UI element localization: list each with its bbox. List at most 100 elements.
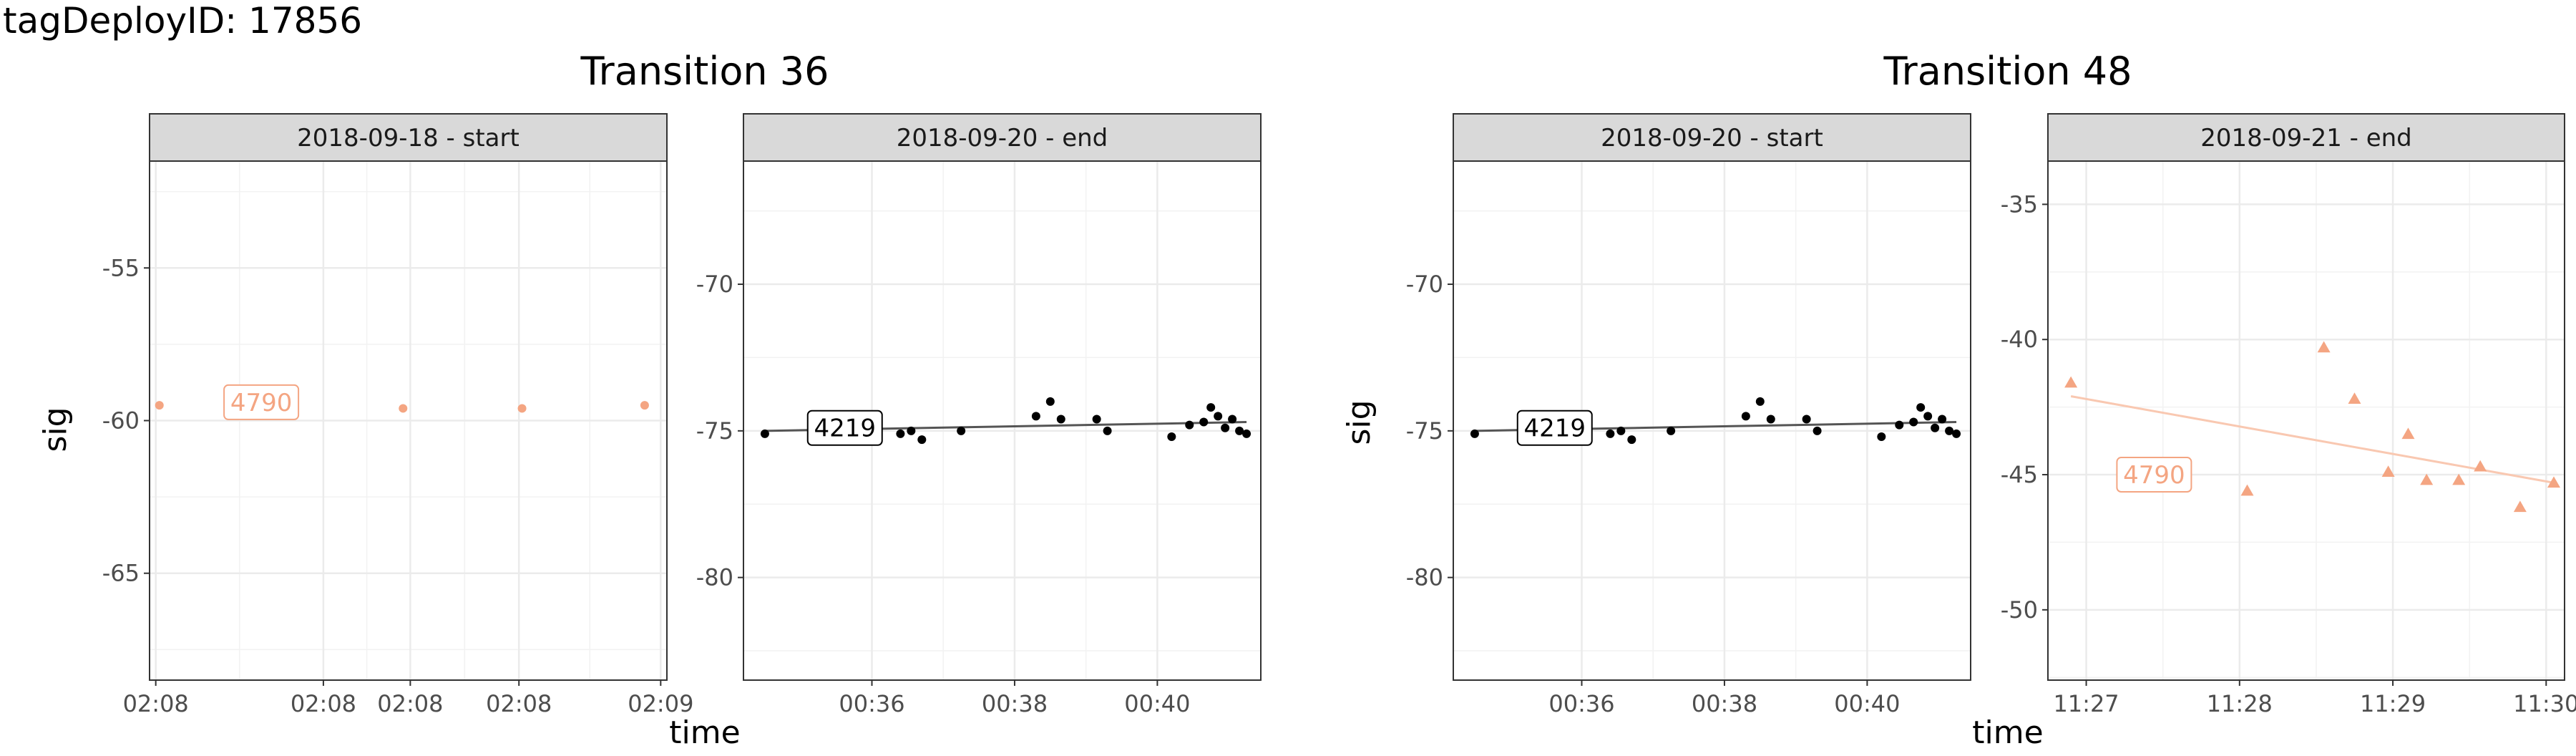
panel-2-ytick-label: -70	[1406, 271, 1443, 298]
panel-1-strip-title: 2018-09-20 - end	[897, 124, 1108, 152]
panel-2-strip	[1453, 113, 1971, 162]
panel-2-point	[1877, 432, 1886, 442]
panel-0-point	[640, 401, 649, 410]
panel-3-label-text: 4790	[2123, 461, 2185, 490]
panel-2-point	[1813, 426, 1822, 435]
panel-2-point	[1895, 420, 1904, 430]
panel-2-point	[1931, 423, 1940, 432]
panel-1-ytick-label: -80	[696, 564, 733, 591]
panel-1-point	[1045, 397, 1055, 406]
panel-0-xtick-label: 02:09	[628, 690, 693, 717]
panel-0-xtick-label: 02:08	[123, 690, 189, 717]
panel-1-xtick-label: 00:36	[839, 690, 904, 717]
panel-3-point	[2474, 460, 2487, 472]
panel-3-point	[2381, 465, 2395, 477]
panel-1-point	[1031, 412, 1040, 421]
panel-0-label-text: 4790	[230, 389, 293, 417]
panel-1-x-axis-title: time	[669, 714, 740, 751]
panel-0-xtick-label: 02:08	[291, 690, 356, 717]
panel-2-point	[1909, 417, 1918, 427]
panel-3-ytick-label: -40	[2001, 326, 2038, 353]
panel-1-point	[957, 426, 966, 435]
panel-1-point	[1185, 420, 1194, 430]
panel-0-label-box	[223, 384, 300, 420]
panel-1-point	[1199, 417, 1209, 427]
panel-0-point	[517, 404, 527, 413]
panel-3-ytick-label: -50	[2001, 596, 2038, 624]
panel-2-point	[1952, 429, 1961, 438]
panel-0-ytick-label: -65	[102, 560, 140, 587]
panel-3-xtick-label: 11:29	[2360, 690, 2426, 717]
panel-1-ytick-label: -70	[696, 271, 733, 298]
panel-1-point	[1167, 432, 1176, 442]
panel-1-point	[1214, 412, 1223, 421]
panel-2-border	[1453, 160, 1971, 681]
panel-1-point	[896, 429, 905, 438]
panel-3-ytick-label: -35	[2001, 190, 2038, 218]
panel-1-point	[1221, 423, 1230, 432]
panel-2-xtick-label: 00:36	[1548, 690, 1614, 717]
panel-3-border	[2047, 160, 2565, 681]
panel-2-point	[1766, 415, 1775, 424]
panel-0-ytick-label: -55	[102, 254, 140, 281]
panel-2-xtick-label: 00:40	[1834, 690, 1900, 717]
panel-0-point	[399, 404, 408, 413]
panel-0-strip	[149, 113, 668, 162]
panel-2-point	[1938, 415, 1947, 424]
panel-3-strip-title: 2018-09-21 - end	[2200, 124, 2412, 152]
panel-2-ytick-label: -80	[1406, 564, 1443, 591]
panel-3-fit-line	[2070, 395, 2555, 484]
panel-3-point	[2317, 341, 2331, 353]
panel-1-label-box	[806, 410, 883, 446]
panel-1-point	[1242, 429, 1252, 438]
panel-3-label-box	[2116, 457, 2192, 493]
panel-2-point	[1945, 426, 1954, 435]
panel-1-point	[760, 429, 769, 438]
panel-2-point	[1470, 429, 1479, 438]
panel-2-point	[1802, 415, 1811, 424]
panel-2-point	[1616, 426, 1626, 435]
panel-3-xtick-label: 11:28	[2207, 690, 2273, 717]
panel-2-label-text: 4219	[1523, 415, 1586, 443]
transition-title-36: Transition 36	[580, 49, 829, 94]
panel-1-point	[907, 426, 916, 435]
panel-2-point	[1916, 403, 1926, 412]
panel-1-point	[1206, 403, 1216, 412]
panel-3-point	[2401, 427, 2415, 440]
page-title: tagDeployID: 17856	[3, 0, 363, 42]
panel-2-point	[1606, 429, 1615, 438]
panel-0-xtick-label: 02:08	[486, 690, 552, 717]
panel-3-x-axis-title: time	[1972, 714, 2043, 751]
panel-2-y-axis-title: sig	[1341, 399, 1377, 445]
panel-3-ytick-label: -45	[2001, 461, 2038, 488]
panel-2-label-box	[1516, 410, 1593, 446]
panel-1-xtick-label: 00:38	[982, 690, 1048, 717]
panel-2-point	[1627, 435, 1636, 445]
panel-0-ytick-label: -60	[102, 407, 140, 435]
panel-0-y-axis-title: sig	[37, 407, 74, 452]
panel-2-xtick-label: 00:38	[1692, 690, 1757, 717]
panel-1-point	[1056, 415, 1065, 424]
panel-1-point	[917, 435, 927, 445]
panel-3-point	[2513, 500, 2527, 513]
panel-3-point	[2452, 473, 2466, 485]
panel-3-plot-bg	[2048, 161, 2565, 680]
panel-2-ytick-label: -75	[1406, 417, 1443, 445]
panel-0-point	[155, 401, 164, 410]
panel-3-xtick-label: 11:30	[2513, 690, 2576, 717]
panel-1-ytick-label: -75	[696, 417, 733, 445]
panel-1-border	[743, 160, 1262, 681]
panel-1-xtick-label: 00:40	[1124, 690, 1190, 717]
panel-3-xtick-label: 11:27	[2053, 690, 2119, 717]
panel-0-strip-title: 2018-09-18 - start	[297, 124, 519, 152]
panel-3-point	[2547, 476, 2561, 488]
panel-0-xtick-label: 02:08	[377, 690, 443, 717]
panel-2-point	[1923, 412, 1933, 421]
panel-2-point	[1741, 412, 1750, 421]
panel-3-point	[2240, 484, 2254, 496]
panel-2-strip-title: 2018-09-20 - start	[1601, 124, 1823, 152]
panel-3-point	[2064, 376, 2078, 388]
panel-1-point	[1228, 415, 1237, 424]
panel-3-point	[2420, 473, 2434, 485]
